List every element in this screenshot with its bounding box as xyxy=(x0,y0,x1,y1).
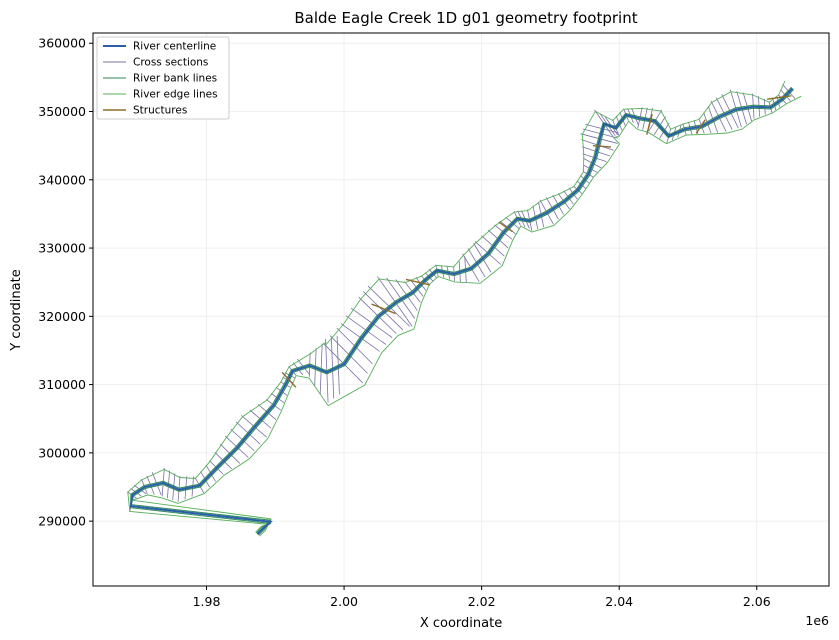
y-tick-label: 310000 xyxy=(38,377,86,392)
plot-frame xyxy=(92,32,830,587)
legend-label: River centerline xyxy=(133,41,216,53)
y-tick-label: 340000 xyxy=(38,172,86,187)
x-tick-label: 2.04 xyxy=(605,594,633,609)
x-tick-label: 2.00 xyxy=(330,594,358,609)
x-offset-label: 1e6 xyxy=(805,613,829,628)
x-axis: 1.98 2.00 2.02 2.04 2.06 xyxy=(193,586,771,609)
x-tick-label: 2.06 xyxy=(743,594,771,609)
plot-area xyxy=(127,80,802,537)
structure-line xyxy=(646,114,653,135)
legend: River centerline Cross sections River bank… xyxy=(96,36,230,120)
structure-line xyxy=(695,119,706,134)
x-axis-label: X coordinate xyxy=(420,616,502,631)
river-edge-line-right xyxy=(127,80,786,533)
y-tick-label: 360000 xyxy=(38,36,86,51)
structure-line xyxy=(593,144,612,148)
x-tick-label: 1.98 xyxy=(193,594,221,609)
cross-section-line xyxy=(395,279,418,311)
y-tick-label: 290000 xyxy=(38,514,86,529)
y-tick-label: 320000 xyxy=(38,309,86,324)
structure-line xyxy=(405,278,431,286)
y-tick-label: 350000 xyxy=(38,104,86,119)
structure-line xyxy=(371,303,396,315)
river-bank-line-right xyxy=(129,86,792,534)
x-tick-label: 2.02 xyxy=(468,594,496,609)
cross-section-line xyxy=(729,89,742,128)
legend-label: River bank lines xyxy=(133,73,217,85)
structure-line xyxy=(766,95,792,100)
river-bank-line-left xyxy=(130,89,795,536)
y-axis: 290000 300000 310000 320000 330000 340000 3500… xyxy=(38,36,93,529)
y-axis-label: Y coordinate xyxy=(9,269,24,351)
structure-line xyxy=(281,371,297,388)
y-tick-label: 330000 xyxy=(38,241,86,256)
river-edge-line-left xyxy=(131,95,802,537)
legend-label: River edge lines xyxy=(133,89,218,101)
legend-box xyxy=(96,36,230,120)
y-tick-label: 300000 xyxy=(38,445,86,460)
legend-label: Cross sections xyxy=(133,57,208,69)
legend-label: Structures xyxy=(133,105,187,117)
river-centerline xyxy=(129,87,794,535)
structure-line xyxy=(498,221,513,233)
chart-title: Balde Eagle Creek 1D g01 geometry footpr… xyxy=(294,9,637,27)
